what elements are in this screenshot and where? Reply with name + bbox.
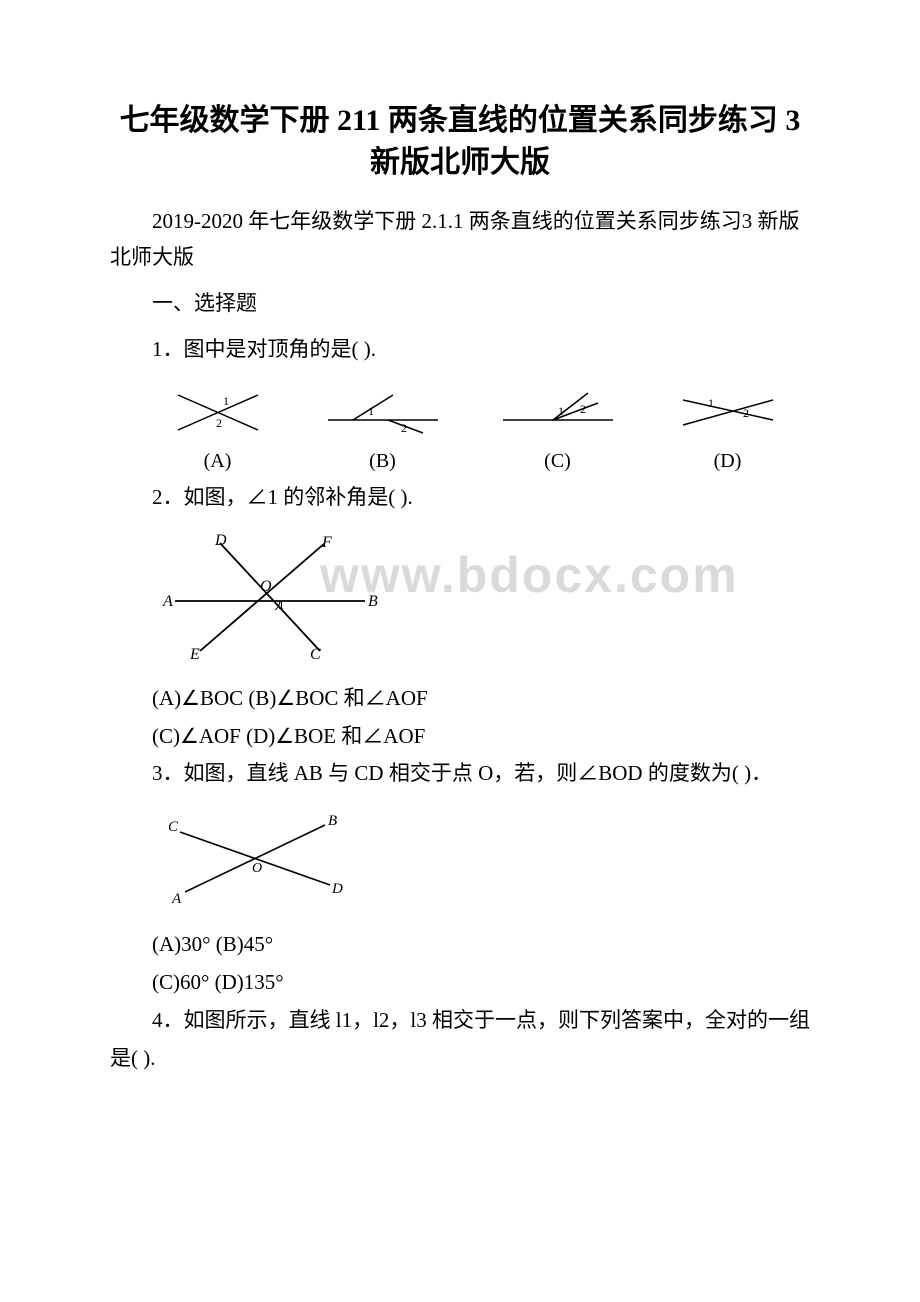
- svg-text:1: 1: [223, 394, 229, 408]
- svg-text:1: 1: [558, 404, 564, 418]
- svg-text:2: 2: [580, 402, 586, 416]
- doc-title: 七年级数学下册 211 两条直线的位置关系同步练习 3 新版北师大版: [110, 100, 810, 184]
- svg-text:2: 2: [743, 406, 749, 420]
- svg-text:2: 2: [216, 416, 222, 430]
- question-2: 2．如图，∠1 的邻补角是( ).: [110, 479, 810, 517]
- q1-label-c: (C): [544, 450, 571, 473]
- svg-text:A: A: [171, 891, 182, 907]
- q1-figure-row: 1 2 (A) 1 2 (B) 1 2 (C) 1 2 (D): [140, 385, 810, 473]
- q1-fig-c: 1 2: [498, 385, 618, 440]
- svg-text:1: 1: [368, 404, 374, 418]
- q2-svg: A B C D E F O 1: [160, 531, 380, 661]
- svg-text:D: D: [214, 532, 227, 549]
- watermark: www.bdocx.com: [320, 546, 739, 604]
- svg-text:F: F: [321, 534, 332, 551]
- q1-choice-a: 1 2 (A): [168, 385, 268, 473]
- svg-text:A: A: [162, 593, 173, 610]
- q1-fig-b: 1 2: [323, 385, 443, 440]
- q3-options-2: (C)60° (D)135°: [110, 964, 810, 1002]
- svg-text:O: O: [252, 861, 262, 876]
- question-4: 4．如图所示，直线 l1，l2，l3 相交于一点，则下列答案中，全对的一组是( …: [110, 1002, 810, 1078]
- question-3: 3．如图，直线 AB 与 CD 相交于点 O，若，则∠BOD 的度数为( )．: [110, 755, 810, 793]
- svg-text:D: D: [331, 881, 343, 897]
- q1-fig-d: 1 2: [673, 385, 783, 440]
- q3-figure: A B C D O: [160, 807, 810, 912]
- svg-text:1: 1: [708, 396, 714, 410]
- svg-text:B: B: [328, 813, 337, 829]
- q1-fig-a: 1 2: [168, 385, 268, 440]
- q3-options-1: (A)30° (B)45°: [110, 926, 810, 964]
- svg-text:B: B: [368, 593, 378, 610]
- q1-choice-d: 1 2 (D): [673, 385, 783, 473]
- q1-choice-c: 1 2 (C): [498, 385, 618, 473]
- q3-svg: A B C D O: [160, 807, 350, 907]
- q1-label-a: (A): [204, 450, 232, 473]
- section-heading: 一、选择题: [110, 285, 810, 323]
- question-1: 1．图中是对顶角的是( ).: [110, 331, 810, 369]
- q1-label-d: (D): [714, 450, 742, 473]
- svg-text:C: C: [310, 646, 321, 661]
- doc-subtitle: 2019-2020 年七年级数学下册 2.1.1 两条直线的位置关系同步练习3 …: [110, 204, 810, 275]
- svg-text:O: O: [260, 578, 272, 595]
- svg-text:2: 2: [401, 421, 407, 435]
- q2-options-1: (A)∠BOC (B)∠BOC 和∠AOF: [110, 680, 810, 718]
- svg-text:C: C: [168, 819, 179, 835]
- svg-text:E: E: [189, 646, 200, 661]
- q2-options-2: (C)∠AOF (D)∠BOE 和∠AOF: [110, 718, 810, 756]
- q2-figure: www.bdocx.com A B C D E F O 1: [160, 531, 810, 666]
- q1-label-b: (B): [369, 450, 396, 473]
- q1-choice-b: 1 2 (B): [323, 385, 443, 473]
